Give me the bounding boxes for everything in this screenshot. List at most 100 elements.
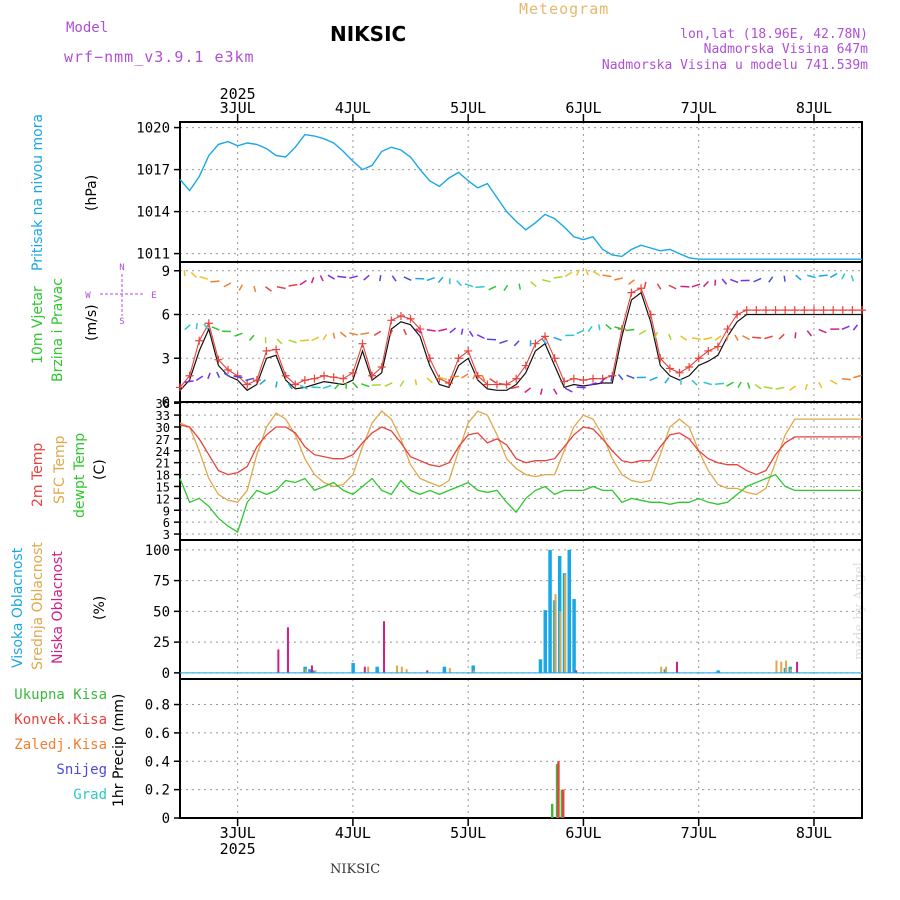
wind-direction-arrow <box>489 378 497 384</box>
high-cloud-bar <box>567 549 572 673</box>
wind-direction-arrow <box>691 337 701 341</box>
wind-direction-arrow <box>238 284 244 291</box>
high-cloud-bar <box>538 659 543 673</box>
wind-direction-arrow <box>488 285 497 291</box>
legend-hail: Grad <box>73 787 107 803</box>
wind-direction-arrow <box>288 339 297 344</box>
wind-direction-arrow <box>276 338 283 345</box>
wind-direction-arrow <box>795 274 802 281</box>
wind-direction-arrow <box>653 331 659 339</box>
mid-cloud-bar <box>405 669 408 673</box>
panel-frame <box>179 539 863 680</box>
wind-gust-marker <box>444 379 453 388</box>
total-rain-bar <box>555 764 559 818</box>
wind-direction-arrow <box>481 374 486 382</box>
wind-direction-arrow <box>763 386 773 390</box>
high-cloud-bar <box>375 666 379 673</box>
wind-direction-arrow <box>850 275 855 282</box>
wind-direction-arrow <box>245 377 255 382</box>
y-tick-label: 0 <box>162 666 170 682</box>
y-tick-label: 9 <box>163 504 170 518</box>
wind-gust-marker <box>348 368 357 377</box>
wind-direction-arrow <box>818 274 828 277</box>
wind-direction-arrow <box>807 274 816 279</box>
wind-direction-arrow <box>804 383 808 391</box>
wind-gust-marker <box>781 306 790 315</box>
compass-cross <box>100 274 144 316</box>
wind-direction-arrow <box>334 383 340 390</box>
wind-direction-arrow <box>703 381 712 386</box>
x-day-label-bottom: 8JUL <box>796 824 832 842</box>
wind-direction-arrow <box>378 275 382 282</box>
wind-gust-marker <box>425 354 434 363</box>
y-tick-label: 18 <box>156 469 170 483</box>
wind-gust-marker <box>665 364 674 373</box>
wind-direction-arrow <box>287 383 293 390</box>
wind-gust-marker <box>829 306 838 315</box>
2m-temp-line <box>179 424 862 476</box>
low-cloud-bar <box>426 670 429 673</box>
wind-direction-arrow <box>576 269 580 276</box>
wind-gust-marker <box>656 354 665 363</box>
wind-gust-marker <box>521 361 530 370</box>
wind-direction-arrow <box>625 328 635 332</box>
compass-south: S <box>119 317 124 327</box>
high-cloud-bar <box>471 665 475 673</box>
wind-direction-arrow <box>541 279 551 283</box>
wind-gust-marker <box>742 306 751 315</box>
wind-gust-marker <box>531 339 540 348</box>
model-elevation-label: Nadmorska Visina u modelu 741.539m <box>601 58 868 73</box>
wind-gust-marker <box>637 284 646 293</box>
wind-direction-arrow <box>426 377 433 384</box>
wind-direction-arrow <box>702 280 709 288</box>
y-tick-label: 27 <box>156 433 170 447</box>
wind-direction-arrow <box>503 284 509 292</box>
wind-direction-arrow <box>553 275 563 279</box>
wind-direction-arrow <box>322 333 328 341</box>
year-label-top: 2025 <box>220 85 256 103</box>
wind-direction-arrow <box>510 385 520 390</box>
wind-direction-arrow <box>361 383 370 388</box>
wind-direction-arrow <box>576 386 586 389</box>
wind-gust-marker <box>512 374 521 383</box>
wind-gust-marker <box>685 363 694 371</box>
panel-frame <box>179 261 863 403</box>
high-cloud-bar <box>351 663 355 673</box>
wind-direction-arrow <box>564 271 573 278</box>
wind-speed-line <box>179 291 862 392</box>
wind-direction-arrow <box>553 388 558 395</box>
wind-gust-marker <box>300 376 309 385</box>
wind-direction-arrow <box>352 382 359 389</box>
wind-direction-arrow <box>360 332 370 335</box>
y-tick-label: 1017 <box>136 163 170 179</box>
high-cloud-bar <box>543 610 548 673</box>
wind-direction-arrow <box>339 331 347 338</box>
y-tick-label: 1011 <box>136 247 170 263</box>
wind-gust-marker <box>790 306 799 315</box>
wind-gust-marker <box>858 306 866 315</box>
wind-direction-arrow <box>300 339 310 342</box>
y-tick-label: 100 <box>145 543 170 559</box>
wind-direction-arrow <box>775 386 785 390</box>
wind-direction-arrow <box>332 332 336 339</box>
y-tick-label: 12 <box>156 492 170 506</box>
wind-direction-arrow <box>403 276 412 281</box>
wind-direction-arrow <box>783 275 786 282</box>
wind-direction-arrow <box>626 374 635 380</box>
wind-direction-arrow <box>211 326 220 331</box>
wind-direction-arrow <box>460 328 464 335</box>
wind-gust-marker <box>454 354 463 363</box>
legend-total-rain: Ukupna Kisa <box>14 687 107 703</box>
wind-gust-marker <box>713 342 722 351</box>
low-cloud-bar <box>675 661 678 673</box>
wind-direction-arrow <box>327 274 336 280</box>
wind-gust-marker <box>243 380 252 389</box>
wind-gust-marker <box>761 306 770 315</box>
wind-direction-arrow <box>585 269 589 276</box>
wind-direction-arrow <box>216 371 221 378</box>
wind-direction-arrow <box>349 332 358 336</box>
high-cloud-bar <box>716 670 720 673</box>
wind-direction-arrow <box>602 274 612 278</box>
wind-direction-arrow <box>461 373 469 379</box>
y-tick-label: 33 <box>156 409 170 423</box>
